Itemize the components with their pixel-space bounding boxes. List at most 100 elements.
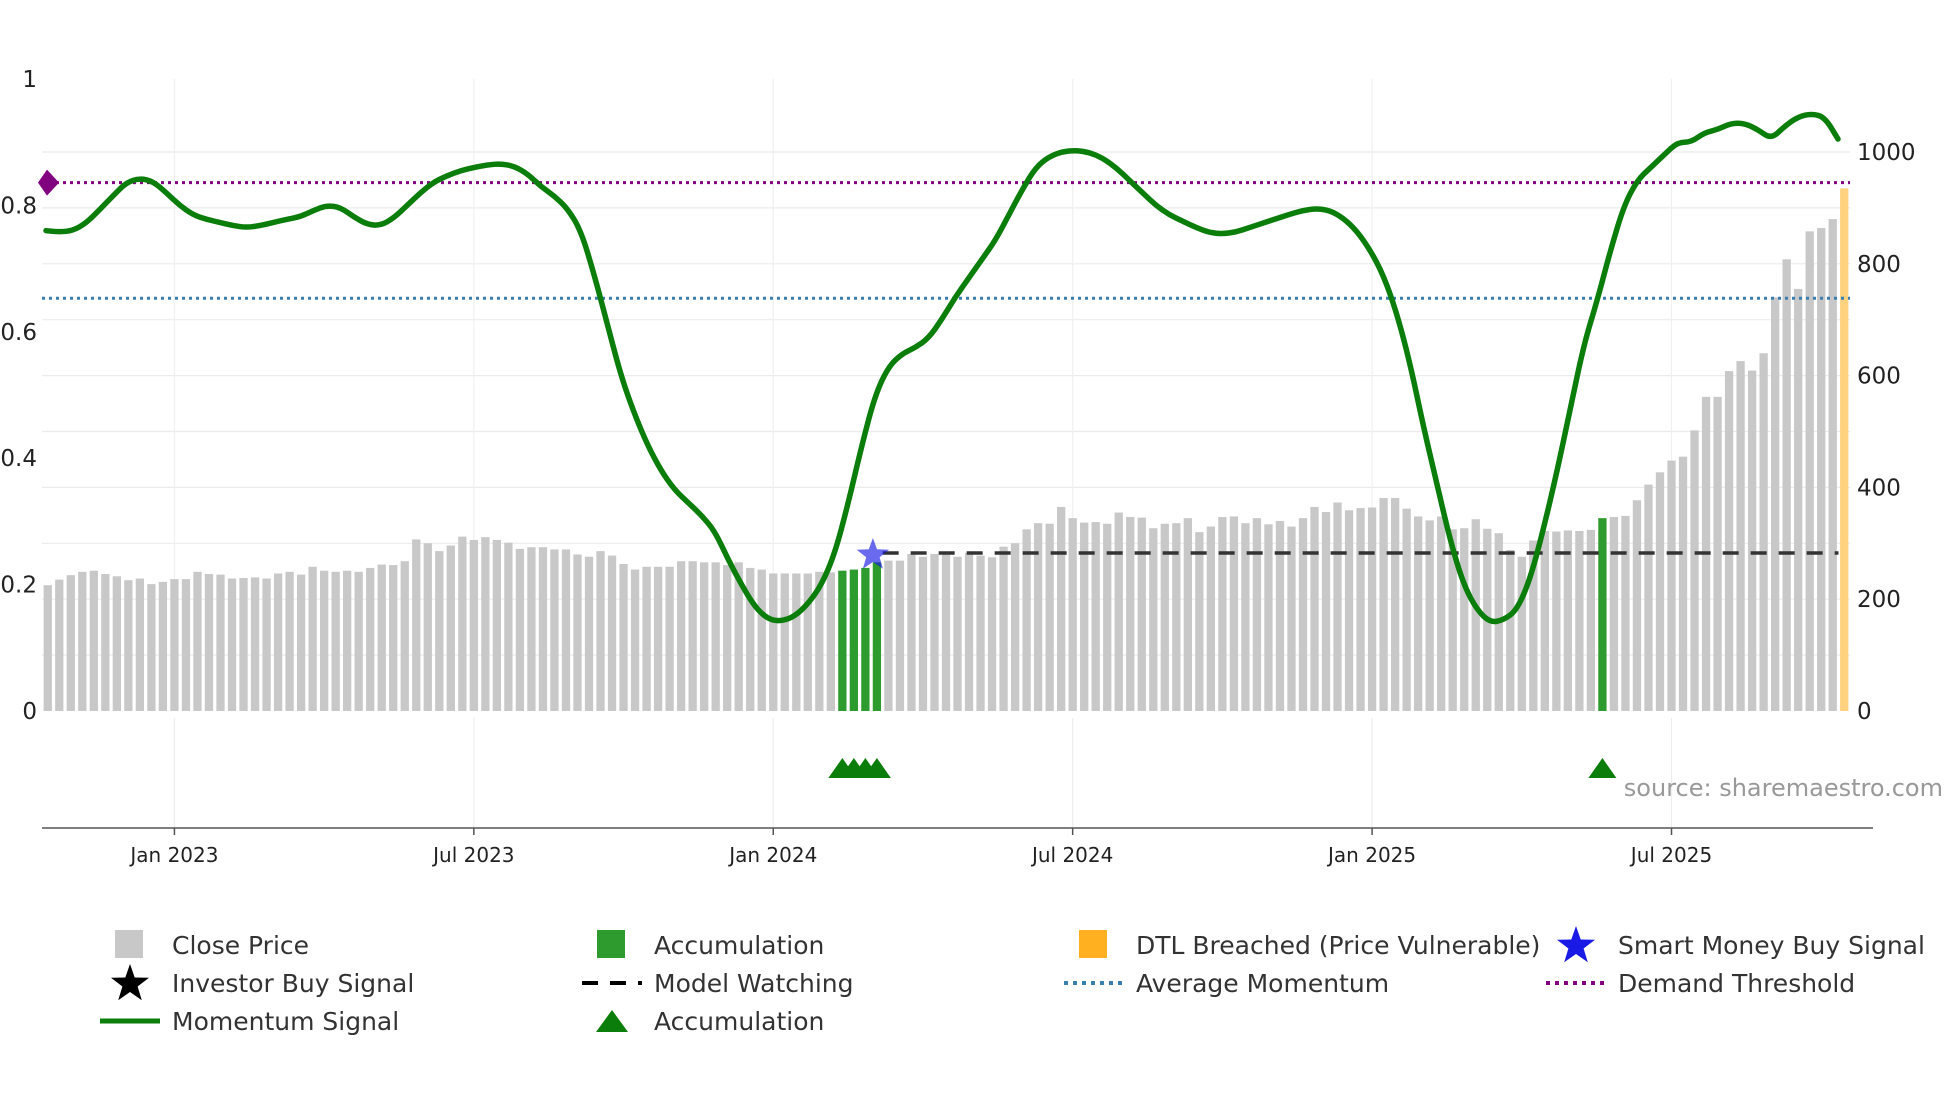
- close-price-bar-67: [815, 571, 824, 711]
- close-price-bar-105: [1252, 518, 1262, 711]
- close-price-bar-26: [343, 570, 352, 711]
- close-price-bar-128: [1517, 556, 1526, 711]
- close-price-bar-114: [1356, 508, 1365, 711]
- close-price-bar-132: [1563, 530, 1573, 711]
- close-price-bar-110: [1310, 506, 1319, 711]
- close-price-bar-14: [204, 574, 214, 711]
- legend-label-8: Momentum Signal: [172, 1007, 399, 1036]
- accumulation-bar-71: [861, 567, 870, 711]
- legend-swatch-smart-money-star: [1557, 926, 1595, 963]
- close-price-bar-21: [285, 571, 294, 711]
- close-price-bar-121: [1437, 516, 1446, 711]
- legend-label-9: Accumulation: [654, 1007, 824, 1036]
- left-tick-label-5: 1: [22, 67, 37, 93]
- legend-item-2: DTL Breached (Price Vulnerable): [1079, 930, 1540, 960]
- accumulation-triangle-135: [1588, 758, 1617, 778]
- x-tick-label-2: Jan 2024: [727, 843, 817, 867]
- close-price-bar-51: [630, 569, 640, 711]
- legend-label-0: Close Price: [172, 931, 309, 960]
- legend-item-7: Demand Threshold: [1546, 969, 1855, 998]
- close-price-bar-24: [319, 570, 329, 711]
- close-price-bar-124: [1471, 519, 1480, 711]
- close-price-bar-122: [1448, 529, 1457, 711]
- close-price-bar-92: [1103, 523, 1112, 711]
- close-price-bar-93: [1114, 512, 1123, 711]
- close-price-bar-117: [1390, 498, 1400, 711]
- close-price-bar-60: [734, 562, 743, 711]
- close-price-bar-75: [907, 553, 916, 711]
- close-price-bar-151: [1782, 259, 1791, 711]
- demand-threshold-marker: [38, 169, 59, 196]
- close-price-bar-79: [953, 556, 962, 711]
- close-price-bar-54: [665, 566, 674, 711]
- close-price-bar-7: [124, 580, 133, 711]
- legend-item-4: Investor Buy Signal: [111, 964, 414, 1001]
- close-price-bar-103: [1229, 516, 1239, 711]
- close-price-bar-78: [941, 551, 951, 711]
- close-price-bar-29: [377, 564, 386, 711]
- close-price-bar-153: [1805, 231, 1814, 712]
- close-price-bar-143: [1690, 430, 1699, 711]
- legend-item-8: Momentum Signal: [100, 1007, 399, 1036]
- left-tick-label-1: 0.2: [0, 573, 37, 599]
- right-tick-label-3: 600: [1857, 364, 1901, 390]
- close-price-bar-4: [89, 570, 98, 711]
- close-price-bar-120: [1425, 520, 1434, 711]
- close-price-bar-22: [296, 574, 306, 711]
- close-price-bar-73: [884, 560, 893, 711]
- legend-label-4: Investor Buy Signal: [172, 969, 414, 998]
- close-price-bar-99: [1183, 518, 1192, 711]
- close-price-bars: [43, 188, 1849, 712]
- close-price-bar-57: [700, 562, 709, 711]
- legend-swatch-accumulation-triangle: [596, 1010, 628, 1032]
- close-price-bar-82: [987, 557, 997, 711]
- close-price-bar-91: [1091, 522, 1100, 711]
- close-price-bar-33: [423, 543, 432, 711]
- close-price-bar-109: [1298, 518, 1308, 711]
- close-price-bar-45: [561, 549, 571, 711]
- close-price-bar-10: [158, 581, 168, 711]
- right-tick-label-1: 200: [1857, 587, 1901, 613]
- accumulation-bar-135: [1598, 518, 1607, 711]
- close-price-bar-16: [227, 578, 237, 711]
- close-price-bar-65: [792, 573, 801, 711]
- left-tick-label-2: 0.4: [0, 446, 37, 472]
- source-label: source: sharemaestro.com: [1624, 774, 1943, 802]
- close-price-bar-48: [596, 551, 605, 711]
- close-price-bar-3: [78, 571, 87, 711]
- close-price-bar-31: [400, 561, 409, 711]
- grid-lines: [42, 79, 1850, 828]
- close-price-bar-63: [769, 573, 778, 711]
- legend-label-1: Accumulation: [654, 931, 824, 960]
- legend-item-6: Average Momentum: [1064, 969, 1389, 998]
- x-tick-label-3: Jul 2024: [1030, 843, 1113, 867]
- left-tick-label-3: 0.6: [0, 320, 37, 346]
- close-price-bar-119: [1414, 516, 1423, 711]
- axes: 0 0.2 0.4 0.6 0.8 1 0 200 400 600 800 1000 Jan 2023 J…: [0, 67, 1915, 867]
- legend-label-7: Demand Threshold: [1618, 969, 1855, 998]
- close-price-bar-41: [515, 548, 525, 711]
- legend-label-3: Smart Money Buy Signal: [1618, 931, 1925, 960]
- close-price-bar-106: [1264, 524, 1273, 711]
- close-price-bar-50: [619, 563, 628, 711]
- close-price-bar-89: [1068, 518, 1077, 711]
- momentum-signal-series: [43, 111, 1841, 625]
- close-price-bar-100: [1195, 532, 1204, 711]
- close-price-bar-84: [1010, 543, 1020, 711]
- close-price-bar-152: [1794, 288, 1803, 711]
- close-price-bar-35: [446, 545, 455, 711]
- legend-item-9: Accumulation: [596, 1007, 824, 1036]
- close-price-bar-102: [1218, 517, 1227, 711]
- close-price-bar-88: [1057, 506, 1066, 711]
- close-price-bar-47: [584, 556, 594, 711]
- close-price-bar-146: [1724, 371, 1734, 711]
- left-tick-label-0: 0: [22, 699, 37, 725]
- legend-item-5: Model Watching: [582, 969, 854, 998]
- close-price-bar-140: [1655, 472, 1665, 711]
- close-price-bar-131: [1552, 531, 1561, 711]
- close-price-bar-59: [723, 565, 732, 711]
- close-price-bar-139: [1644, 484, 1653, 711]
- close-price-bar-94: [1126, 517, 1135, 711]
- close-price-bar-137: [1621, 515, 1630, 711]
- close-price-bar-42: [527, 547, 536, 711]
